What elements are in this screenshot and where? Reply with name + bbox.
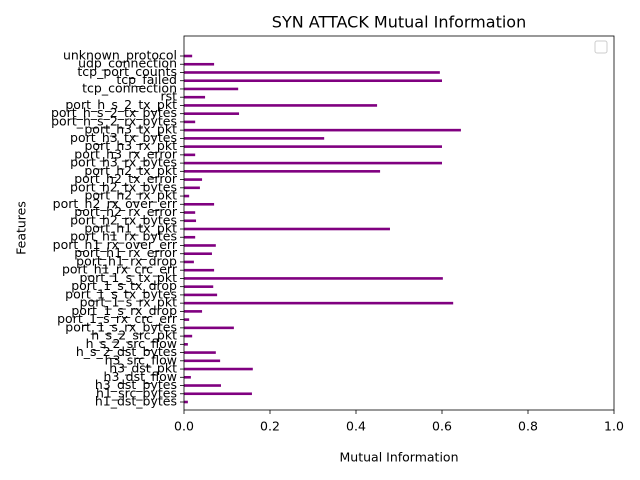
x-tick-label: 0.6 <box>432 419 452 434</box>
plot-frame <box>183 35 615 411</box>
y-tick-label: port_1_s_tx_pkt <box>80 270 178 285</box>
y-tick-label: port_h1_rx_over_err <box>53 237 178 252</box>
bar <box>184 186 200 190</box>
bar <box>184 318 190 321</box>
y-tick-label: port_h1_rx_error <box>74 245 178 260</box>
bar <box>184 202 215 206</box>
bar <box>184 392 252 396</box>
bar <box>184 252 212 256</box>
y-tick-label: port_1_s_rx_crc_err <box>57 311 178 326</box>
y-tick-label: port_h1_rx_bytes <box>70 229 177 244</box>
bar <box>184 95 206 99</box>
x-tick-label: 0.2 <box>260 419 280 434</box>
bar <box>184 161 442 165</box>
y-tick-label: h3_dst_flow <box>104 369 177 384</box>
bar <box>184 260 194 264</box>
bar <box>184 137 325 140</box>
bar <box>184 359 221 363</box>
bar <box>184 285 214 288</box>
bar <box>184 79 442 83</box>
bar <box>184 351 216 354</box>
y-tick-label: port_h_s_2_tx_bytes <box>51 105 177 120</box>
y-tick-label: port_h3_rx_bytes <box>70 155 177 170</box>
y-tick-label: port_1_s_rx_bytes <box>65 319 177 334</box>
x-tick-label: 0.8 <box>518 419 538 434</box>
y-tick-label: port_1_s_tx_bytes <box>65 286 177 301</box>
y-tick-label: h_s_2_src_flow <box>86 336 177 351</box>
chart-title: SYN ATTACK Mutual Information <box>272 13 526 32</box>
x-tick-label: 0.0 <box>174 419 194 434</box>
y-tick-label: port_h2_tx_bytes <box>70 179 177 194</box>
bar <box>184 211 196 214</box>
y-tick-label: port_1_s_rx_pkt <box>80 295 177 310</box>
y-tick-label: h_s_2_dst_bytes <box>76 344 177 359</box>
y-tick-label: port_h1_tx_pkt <box>84 221 177 236</box>
y-tick-label: udp_connection <box>78 56 177 71</box>
y-tick-label: h_s_2_src_pkt <box>91 328 177 343</box>
y-tick-label: port_1_s_rx_drop <box>71 303 177 318</box>
x-axis-label: Mutual Information <box>340 450 459 465</box>
y-tick-label: port_h3_rx_pkt <box>84 138 177 153</box>
y-tick-label: tcp_port_counts <box>77 64 177 79</box>
y-tick-label: port_h2_rx_pkt <box>84 188 177 203</box>
y-tick-label: port_h_s_2_rx_bytes <box>51 113 177 128</box>
bar <box>184 334 193 338</box>
y-tick-label: h3_dst_bytes <box>95 377 177 392</box>
bar <box>184 54 193 58</box>
bar <box>184 235 196 239</box>
y-tick-label: port_h3_tx_bytes <box>70 130 177 145</box>
bar <box>184 326 234 330</box>
y-tick-label: port_1_s_tx_drop <box>71 278 177 293</box>
bar <box>184 178 203 181</box>
bar <box>184 227 390 231</box>
y-tick-label: rst <box>160 89 177 104</box>
bar <box>184 128 461 132</box>
x-tick-label: 0.4 <box>346 419 366 434</box>
bar <box>184 153 196 157</box>
y-tick-label: tcp_failed <box>116 72 177 87</box>
bar <box>184 367 253 371</box>
bar <box>184 194 190 198</box>
bar <box>184 145 442 148</box>
y-tick-label: port_h2_rx_over_err <box>53 196 178 211</box>
y-tick-label: h1_dst_bytes <box>95 394 177 409</box>
bar <box>184 71 440 74</box>
y-tick-label: port_h_s_2_tx_pkt <box>65 97 177 112</box>
y-tick-label: port_h2_rx_bytes <box>70 212 177 227</box>
y-tick-label: unknown_protocol <box>63 48 177 63</box>
bar <box>184 268 215 272</box>
bar <box>184 384 221 387</box>
bar <box>184 310 203 313</box>
y-axis-label: Features <box>14 201 29 255</box>
y-tick-label: port_h1_rx_crc_err <box>62 262 178 277</box>
bar <box>184 400 188 404</box>
y-tick-label: tcp_connection <box>82 80 177 95</box>
bar <box>184 301 454 305</box>
bar <box>184 219 197 223</box>
y-tick-label: port_h3_tx_pkt <box>84 122 177 137</box>
bar <box>184 62 215 66</box>
bar <box>184 112 240 115</box>
y-tick-label: h3_src_flow <box>105 352 177 367</box>
x-tick-label: 1.0 <box>604 419 624 434</box>
bar <box>184 293 218 297</box>
bar <box>184 375 191 379</box>
y-tick-label: port_h2_tx_pkt <box>84 163 177 178</box>
bar <box>184 277 443 280</box>
y-tick-label: port_h1_rx_drop <box>76 253 177 268</box>
y-tick-label: port_h3_rx_error <box>74 146 178 161</box>
legend <box>594 40 608 54</box>
bar <box>184 120 196 124</box>
bar <box>184 343 188 346</box>
bar <box>184 170 381 173</box>
y-tick-label: h1_src_bytes <box>96 385 177 400</box>
y-tick-label: port_h2_rx_error <box>74 204 178 219</box>
bar <box>184 104 378 107</box>
y-tick-label: port_h2_tx_error <box>74 171 178 186</box>
y-tick-label: h3_dst_pkt <box>109 361 177 376</box>
bar <box>184 87 239 91</box>
bar <box>184 244 216 247</box>
